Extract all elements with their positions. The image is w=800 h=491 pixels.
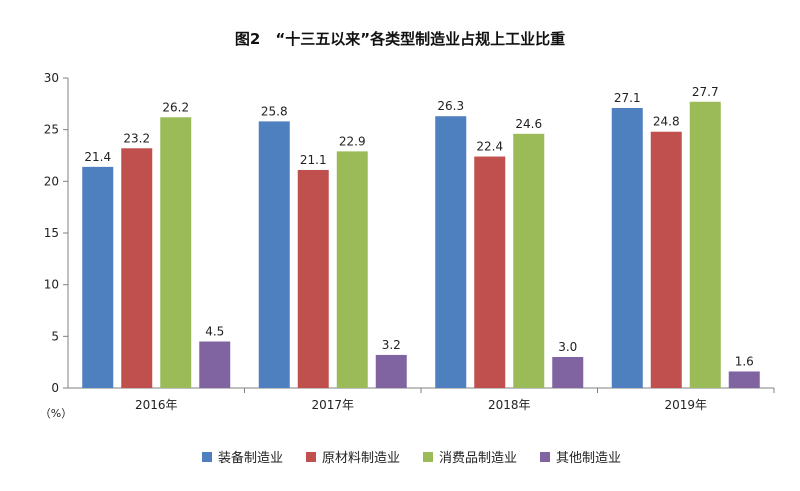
chart-title: 图2 “十三五以来”各类型制造业占规上工业比重	[235, 30, 565, 48]
y-tick-label: 15	[44, 226, 59, 240]
legend-label: 消费品制造业	[439, 451, 517, 466]
bar	[435, 116, 467, 388]
x-tick-label: 2018年	[488, 398, 531, 412]
data-label: 22.9	[339, 134, 366, 148]
bar	[297, 169, 329, 388]
bar	[728, 371, 760, 388]
y-tick-label: 5	[51, 329, 59, 343]
y-tick-label: 10	[44, 278, 59, 292]
legend: 装备制造业 原材料制造业 消费品制造业 其他制造业	[202, 450, 621, 466]
y-unit-label: （%）	[40, 407, 72, 420]
data-label: 25.8	[261, 104, 288, 118]
data-label: 22.4	[476, 140, 503, 154]
legend-swatch	[423, 452, 433, 462]
data-label: 3.0	[558, 340, 577, 354]
x-tick-label: 2019年	[664, 398, 707, 412]
bar	[375, 354, 407, 388]
data-label: 24.8	[653, 115, 680, 129]
legend-label: 其他制造业	[556, 451, 621, 466]
y-tick-label: 30	[44, 71, 59, 85]
data-label: 4.5	[205, 325, 224, 339]
data-label: 3.2	[382, 338, 401, 352]
data-label: 23.2	[123, 131, 150, 145]
bar	[689, 101, 721, 389]
bar	[513, 133, 545, 388]
bar	[650, 131, 682, 388]
y-tick-label: 20	[44, 174, 59, 188]
data-label: 1.6	[735, 354, 754, 368]
bar	[336, 151, 368, 388]
bar	[160, 117, 192, 389]
data-label: 24.6	[515, 117, 542, 131]
bar	[258, 121, 290, 389]
legend-swatch	[306, 452, 316, 462]
legend-label: 原材料制造业	[322, 451, 400, 466]
bar	[474, 156, 506, 388]
legend-label: 装备制造业	[218, 450, 283, 466]
bar	[552, 357, 584, 388]
x-tick-label: 2016年	[135, 398, 178, 412]
data-label: 27.1	[614, 91, 641, 105]
bar	[199, 341, 231, 388]
legend-swatch	[202, 452, 212, 462]
bar	[611, 107, 643, 388]
x-tick-label: 2017年	[311, 398, 354, 412]
data-label: 21.4	[84, 150, 111, 164]
data-label: 27.7	[692, 85, 719, 99]
data-labels: 21.4 23.2 26.2 4.5 25.8 21.1 22.9 3.2 26.3 22.4 24…	[84, 85, 753, 369]
legend-swatch	[540, 452, 550, 462]
bar	[82, 166, 114, 388]
data-label: 26.2	[162, 100, 189, 114]
bars	[82, 101, 760, 389]
bar	[121, 148, 153, 388]
data-label: 21.1	[300, 153, 327, 167]
y-tick-label: 0	[51, 381, 59, 395]
data-label: 26.3	[437, 99, 464, 113]
y-tick-label: 25	[44, 123, 59, 137]
